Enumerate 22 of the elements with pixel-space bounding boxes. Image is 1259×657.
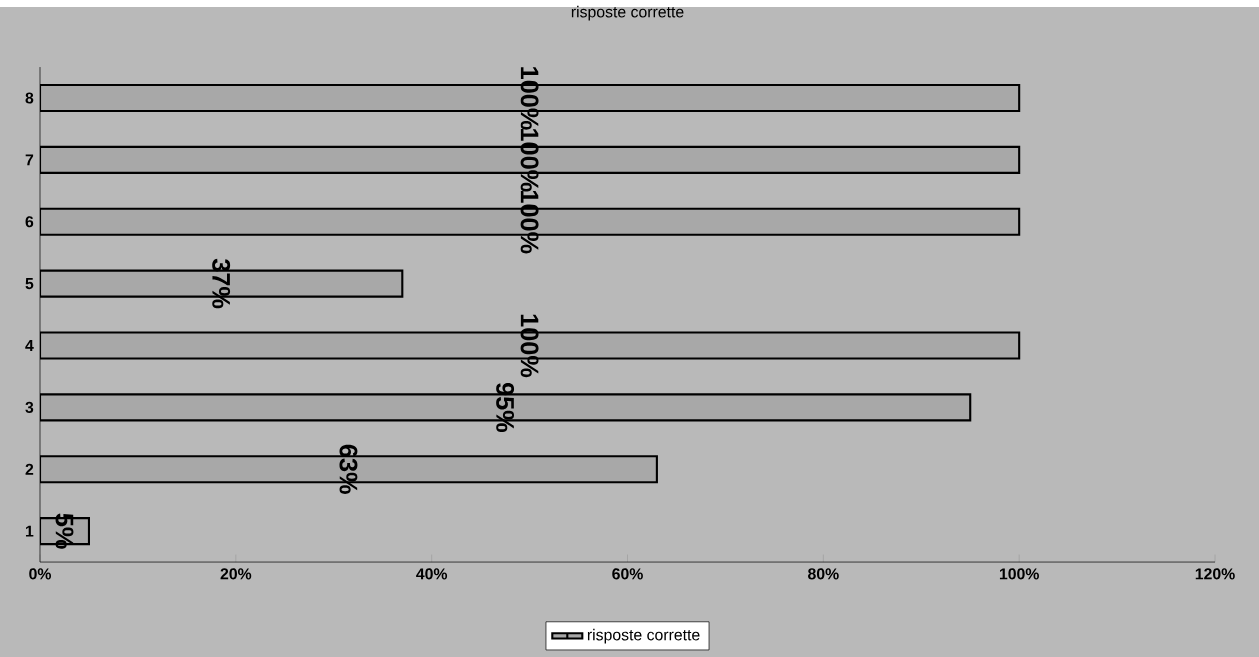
y-tick-label: 6 [25,216,34,228]
x-tick-label: 100% [999,568,1039,580]
y-tick-label: 1 [25,525,34,537]
data-label: 95% [496,382,515,432]
data-label: 63% [339,444,358,494]
x-tick-label: 0% [29,568,52,580]
data-label: 37% [212,258,231,309]
x-tick-label: 60% [612,568,643,580]
data-label: 100% [520,314,539,378]
y-tick-label: 8 [25,92,34,104]
x-tick-label: 20% [220,568,252,580]
x-tick-label: 80% [808,568,839,580]
y-tick-label: 7 [25,154,34,166]
x-tick-label: 120% [1195,568,1235,580]
y-tick-label: 2 [25,463,34,475]
y-tick-label: 4 [25,340,34,351]
x-tick-label: 40% [416,568,448,580]
data-label: 100% [520,190,539,254]
legend-label: risposte corrette [587,628,700,644]
y-tick-label: 3 [25,401,34,413]
chart-title: risposte corrette [571,5,684,21]
y-tick-label: 5 [25,278,34,290]
